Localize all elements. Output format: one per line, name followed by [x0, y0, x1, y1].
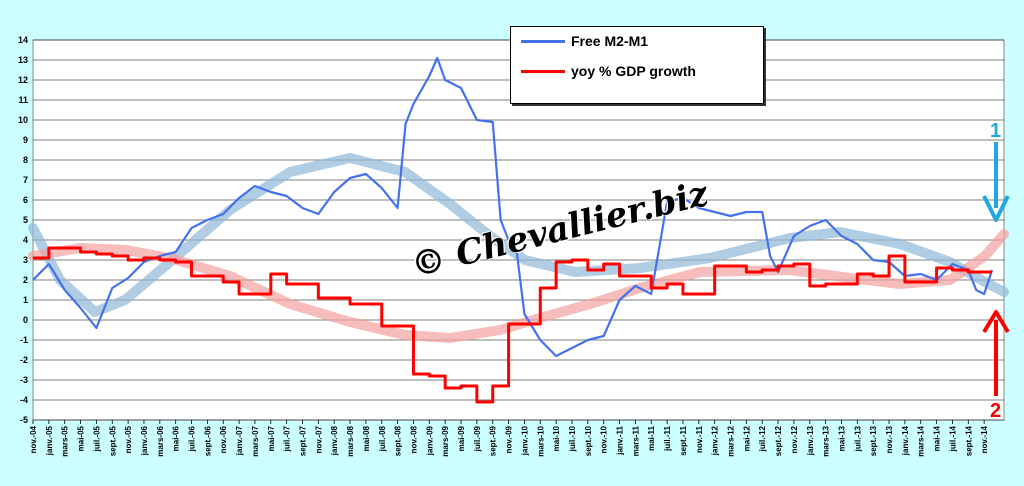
x-tick-label: sept.-10: [584, 425, 593, 456]
x-tick-label: nov.-14: [980, 425, 989, 453]
x-tick-label: sept.-09: [489, 425, 498, 456]
x-tick-label: juil.-07: [283, 425, 292, 452]
y-tick-label: 8: [23, 155, 28, 165]
x-tick-label: sept.-11: [679, 425, 688, 455]
x-tick-label: janv.-12: [711, 425, 720, 456]
marker-one: 1: [990, 120, 1002, 142]
x-tick-label: mars-06: [156, 425, 165, 456]
y-tick-label: 13: [18, 55, 28, 65]
x-tick-label: sept.-07: [298, 425, 307, 456]
x-tick-label: nov.-08: [409, 425, 418, 453]
x-tick-label: nov.-12: [790, 425, 799, 453]
x-tick-label: sept.-12: [774, 425, 783, 456]
x-tick-label: mai-05: [77, 425, 86, 451]
x-tick-label: janv.-06: [140, 425, 149, 456]
legend-item-gdp: yoy % GDP growth: [521, 61, 696, 81]
y-tick-label: 5: [23, 215, 28, 225]
y-tick-label: 6: [23, 195, 28, 205]
x-tick-label: sept.-06: [203, 425, 212, 456]
x-tick-label: nov.-07: [314, 425, 323, 453]
marker-two: 2: [990, 400, 1002, 422]
x-tick-label: mai-14: [933, 425, 942, 451]
x-tick-label: mai-06: [172, 425, 181, 451]
x-tick-label: janv.-07: [235, 425, 244, 456]
x-tick-label: sept.-08: [394, 425, 403, 456]
y-tick-label: 11: [18, 95, 28, 105]
y-tick-label: 3: [23, 255, 28, 265]
legend-swatch-gdp: [521, 69, 565, 73]
x-tick-label: janv.-11: [616, 425, 625, 455]
x-tick-label: mai-08: [362, 425, 371, 451]
x-tick-label: mai-11: [647, 425, 656, 450]
y-tick-label: 10: [18, 115, 28, 125]
x-tick-label: mars-12: [727, 425, 736, 456]
y-tick-label: 2: [23, 275, 28, 285]
x-axis-ticks: nov.-04 janv.-05 mars-05 mai-05 juil.-05 sept…: [29, 420, 989, 457]
x-tick-label: sept.-05: [108, 425, 117, 456]
x-tick-label: mars-10: [536, 425, 545, 456]
x-tick-label: nov.-04: [29, 425, 38, 453]
x-tick-label: juil.-08: [378, 425, 387, 452]
x-tick-label: mai-10: [552, 425, 561, 451]
x-tick-label: mai-12: [742, 425, 751, 451]
x-tick-label: juil.-12: [758, 425, 767, 452]
x-tick-label: nov.-10: [600, 425, 609, 453]
x-tick-label: nov.-09: [505, 425, 514, 453]
arrow-one-head: [982, 195, 1010, 222]
y-tick-label: -5: [20, 415, 28, 425]
y-tick-label: 0: [23, 315, 28, 325]
x-tick-label: mars-09: [441, 425, 450, 456]
y-tick-label: 12: [18, 75, 28, 85]
y-tick-label: 7: [23, 175, 28, 185]
arrow-two-head: [982, 310, 1010, 334]
legend-label-gdp: yoy % GDP growth: [571, 63, 696, 79]
series-line-m2m1: [32, 56, 994, 358]
x-tick-label: sept.-14: [964, 425, 973, 456]
x-tick-label: mars-05: [61, 425, 70, 456]
y-tick-label: 1: [23, 295, 28, 305]
legend-label-m2m1: Free M2-M1: [571, 33, 649, 49]
x-tick-label: nov.-11: [695, 425, 704, 453]
x-tick-label: mars-11: [631, 425, 640, 456]
x-tick-label: janv.-14: [901, 425, 910, 456]
x-tick-label: juil.-11: [663, 425, 672, 451]
y-tick-label: 4: [23, 235, 28, 245]
y-tick-label: -1: [20, 335, 28, 345]
x-tick-label: juil.-06: [188, 425, 197, 452]
legend-swatch-m2m1: [521, 39, 565, 43]
legend-item-m2m1: Free M2-M1: [521, 31, 648, 51]
series-line-gdp: [33, 246, 993, 404]
y-tick-label: -3: [20, 375, 28, 385]
y-tick-label: -2: [20, 355, 28, 365]
x-tick-label: mars-13: [822, 425, 831, 456]
x-tick-label: janv.-13: [806, 425, 815, 456]
x-tick-label: juil.-13: [853, 425, 862, 452]
x-tick-label: mai-07: [267, 425, 276, 451]
x-tick-label: nov.-05: [124, 425, 133, 453]
x-tick-label: nov.-06: [219, 425, 228, 453]
x-tick-label: janv.-08: [330, 425, 339, 456]
x-tick-label: mars-14: [917, 425, 926, 456]
y-tick-label: 9: [23, 135, 28, 145]
x-tick-label: janv.-10: [520, 425, 529, 456]
x-tick-label: juil.-14: [948, 425, 957, 452]
x-tick-label: mars-08: [346, 425, 355, 456]
trend-curve-m2m1: [28, 153, 1009, 317]
x-tick-label: juil.-05: [92, 425, 101, 452]
x-tick-label: nov.-13: [885, 425, 894, 453]
data-series: [32, 56, 994, 404]
y-tick-label: 14: [18, 35, 28, 45]
x-tick-label: janv.-05: [45, 425, 54, 456]
y-tick-label: -4: [20, 395, 28, 405]
legend: Free M2-M1 yoy % GDP growth: [510, 26, 764, 104]
x-tick-label: juil.-10: [568, 425, 577, 452]
arrows: [982, 142, 1010, 396]
x-tick-label: mai-09: [457, 425, 466, 451]
x-tick-label: mars-07: [251, 425, 260, 456]
x-tick-label: janv.-09: [425, 425, 434, 456]
x-tick-label: mai-13: [837, 425, 846, 451]
x-tick-label: sept.-13: [869, 425, 878, 456]
x-tick-label: juil.-09: [473, 425, 482, 452]
